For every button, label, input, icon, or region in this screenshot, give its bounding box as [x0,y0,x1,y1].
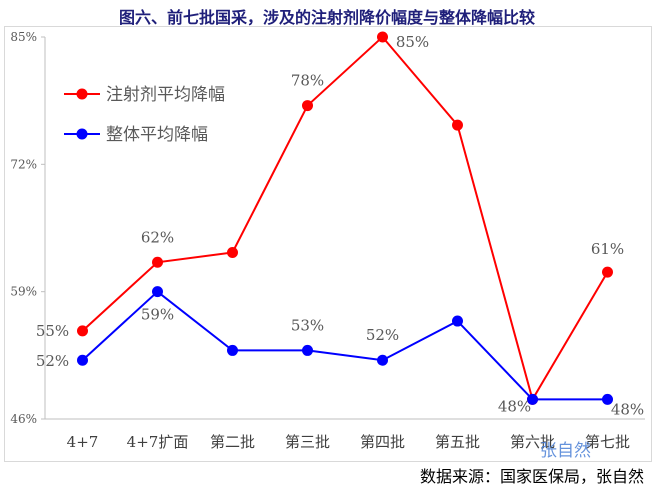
data-label: 61% [591,240,624,258]
data-label: 85% [396,33,429,51]
data-point [527,393,538,405]
y-tick-label: 85% [10,30,37,44]
x-tick-label: 第二批 [210,433,255,451]
x-tick-label: 4+7扩面 [127,433,189,451]
data-label: 62% [141,228,174,246]
data-point [377,354,388,366]
data-point [302,344,313,356]
series-line-0 [81,35,609,402]
data-label: 48% [611,400,644,418]
y-tick-label: 72% [10,157,37,171]
data-label: 78% [291,72,324,90]
x-tick-label: 第五批 [435,433,480,451]
data-point [302,100,313,112]
chart-frame [4,26,652,462]
x-tick-label: 4+7 [67,433,99,451]
data-label: 53% [291,316,324,334]
data-point [227,246,238,258]
data-label: 52% [36,352,69,370]
data-point [152,256,163,268]
data-point [227,344,238,356]
legend-marker [76,128,88,140]
x-tick-label: 第七批 [585,433,630,451]
x-tick-label: 第三批 [285,433,330,451]
data-point [452,315,463,327]
chart-title: 图六、前七批国采，涉及的注射剂降价幅度与整体降幅比较 [118,8,535,27]
data-label: 55% [36,322,69,340]
data-label: 52% [366,326,399,344]
legend-marker [76,88,88,100]
legend-label: 整体平均降幅 [106,125,208,145]
x-tick-label: 第六批 [510,433,555,451]
source-note: 数据来源：国家医保局，张自然 [419,467,644,486]
data-label: 59% [141,306,174,324]
y-tick-label: 59% [10,285,37,299]
watermark: 张自然 [540,441,591,461]
data-point [602,393,613,405]
x-tick-label: 第四批 [360,433,405,451]
data-point [152,286,163,298]
data-point [77,354,88,366]
data-point [77,325,88,337]
y-tick-label: 46% [10,412,37,426]
data-point [602,266,613,278]
legend-label: 注射剂平均降幅 [106,85,225,105]
data-point [452,119,463,131]
data-point [377,31,388,43]
data-label: 48% [498,397,531,415]
series-line-1 [81,290,608,401]
